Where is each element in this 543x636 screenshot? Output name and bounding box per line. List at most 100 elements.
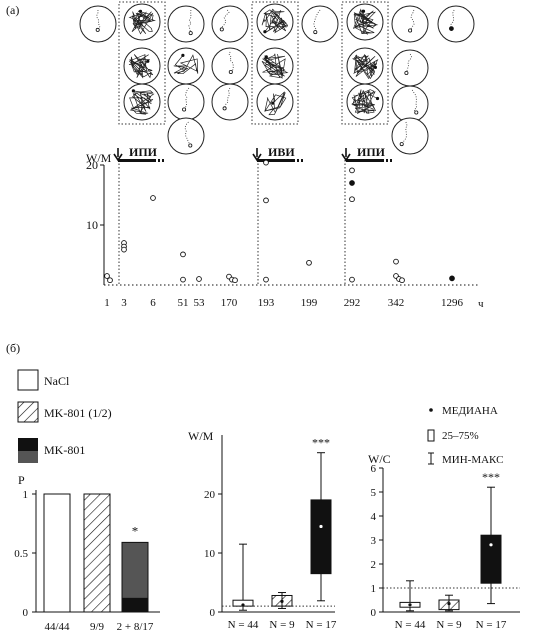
trajectory-endpoint [182, 107, 187, 112]
legend-median-dot [429, 408, 433, 412]
trajectory-circle [391, 5, 429, 43]
box-xlabel: N = 44 [228, 619, 259, 631]
bar-ytick-label: 0.5 [14, 548, 28, 560]
data-point [349, 276, 355, 283]
legend-swatch-mk801-grey [18, 451, 38, 463]
legend-label-nacl: NaCl [44, 374, 70, 388]
trajectory-circle [211, 47, 249, 85]
legend-bar-chart: NaCl MK-801 (1/2) MK-801 [17, 369, 112, 463]
bar-xlabel: 2 + 8/17 [117, 621, 154, 633]
injection-label: ИПИ [357, 145, 386, 159]
trajectory-circle [211, 83, 249, 121]
box-median [319, 524, 323, 529]
trajectory-endpoint [222, 106, 227, 111]
legend-box-icon [427, 429, 435, 442]
trajectory-circle [167, 5, 205, 43]
box2-ylabel: W/C [368, 452, 391, 466]
trajectory-drawings [79, 3, 475, 155]
legend-label-minmax: МИН-МАКС [442, 454, 503, 466]
bar-mk801-half [83, 493, 111, 613]
legend-swatch-nacl [17, 369, 39, 391]
trajectory-path [261, 53, 289, 79]
trajectory-endpoint [399, 142, 404, 147]
data-point [263, 197, 269, 204]
data-point [263, 159, 269, 166]
trajectory-path [313, 9, 321, 33]
panel-a-xtick-label: 1296 [441, 297, 464, 309]
trajectory-circle [301, 5, 339, 43]
data-point [196, 276, 202, 282]
box-ytick-label: 5 [371, 487, 377, 499]
trajectory-path [351, 89, 378, 115]
panel-a-xtick-label: 292 [344, 297, 361, 309]
trajectory-endpoint [404, 71, 409, 76]
data-point [306, 259, 312, 266]
data-point [349, 180, 355, 186]
trajectory-path [411, 89, 417, 113]
panel-a-ytick-label: 10 [86, 218, 98, 232]
trajectory-circle [391, 117, 429, 155]
bar-significance: * [132, 523, 139, 538]
trajectory-path [188, 9, 192, 34]
box-ytick-label: 10 [204, 548, 216, 560]
trajectory-circle [211, 5, 249, 43]
box-iqr [310, 499, 332, 575]
bar-mk801-dark [122, 597, 148, 612]
trajectory-circle [79, 5, 117, 43]
box1-ylabel: W/M [188, 429, 214, 443]
box-iqr [480, 534, 502, 584]
trajectory-endpoint [219, 27, 224, 32]
panel-a-xtick-label: 170 [221, 297, 238, 309]
box-median [280, 599, 284, 603]
trajectory-path [173, 54, 199, 75]
trajectory-endpoint [138, 9, 143, 13]
trajectory-endpoint [448, 26, 454, 32]
panel-a-xtick-label: 342 [388, 297, 405, 309]
legend-label-mk801-half: MK-801 (1/2) [44, 406, 112, 420]
trajectory-path [352, 8, 379, 35]
box-ytick-label: 4 [371, 511, 377, 523]
trajectory-endpoint [414, 110, 419, 115]
bar-xlabel: 9/9 [90, 621, 105, 633]
box-xlabel: N = 9 [436, 619, 462, 631]
injection-bar [118, 159, 154, 162]
box-ytick-label: 0 [210, 607, 216, 619]
trajectory-endpoint [313, 30, 318, 35]
trajectory-path [128, 54, 154, 79]
panel-b-label: (б) [6, 341, 20, 355]
legend-swatch-mk801-dark [18, 438, 38, 451]
data-point [449, 275, 455, 282]
box-ytick-label: 6 [371, 463, 377, 475]
panel-a-xtick-label: 53 [194, 297, 206, 309]
trajectory-circle [391, 49, 429, 87]
panel-a-xtick-label: 51 [178, 297, 189, 309]
trajectory-path [264, 91, 287, 116]
panel-a-scatter: W/M ч 20 10 1 3 6 51 53 170 193 199 292 342 1296 ИПИ И… [86, 145, 484, 310]
bar-ytick-label: 1 [23, 489, 29, 501]
panel-b-box-wc: W/C 6 5 4 3 2 1 0 N = 44 N = 9 N = 17 *** [368, 452, 520, 631]
box-median [241, 603, 245, 607]
trajectory-endpoint [263, 30, 267, 34]
bar-xlabel: 44/44 [44, 621, 70, 633]
box-xlabel: N = 17 [476, 619, 507, 631]
trajectory-path [129, 90, 155, 115]
trajectory-path [96, 9, 101, 31]
data-point [399, 277, 405, 284]
data-point [150, 195, 156, 201]
data-point [107, 277, 113, 284]
data-point [180, 276, 186, 283]
bar-nacl [43, 493, 71, 613]
trajectory-endpoint [95, 27, 100, 32]
data-point [393, 258, 399, 265]
trajectory-path [228, 51, 234, 73]
trajectory-path [224, 87, 231, 109]
data-point [180, 251, 186, 258]
box-xlabel: N = 9 [269, 619, 295, 631]
legend-label-median: МЕДИАНА [442, 405, 498, 417]
trajectory-endpoint [228, 70, 233, 75]
trajectory-endpoint [271, 101, 275, 105]
data-point [121, 246, 127, 253]
trajectory-endpoint [375, 96, 380, 101]
panel-b-bar-chart: P 1 0.5 0 44/44 9/9 * 2 + 8/17 [14, 473, 160, 633]
